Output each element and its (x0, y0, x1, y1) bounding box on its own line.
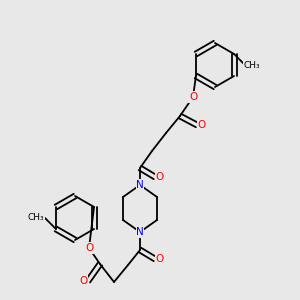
Text: CH₃: CH₃ (244, 61, 260, 70)
Text: O: O (156, 172, 164, 182)
Text: N: N (136, 180, 144, 190)
Text: CH₃: CH₃ (28, 214, 44, 223)
Text: O: O (198, 120, 206, 130)
Text: O: O (189, 92, 197, 102)
Text: O: O (156, 254, 164, 264)
Text: O: O (85, 243, 93, 253)
Text: N: N (136, 227, 144, 237)
Text: O: O (79, 276, 87, 286)
